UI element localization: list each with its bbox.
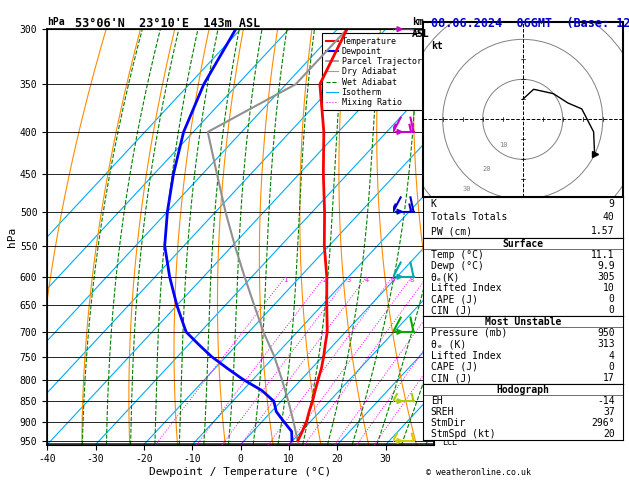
Text: 4: 4 xyxy=(609,350,615,361)
Text: Lifted Index: Lifted Index xyxy=(431,283,501,293)
Text: Surface: Surface xyxy=(502,239,543,249)
Text: 0: 0 xyxy=(609,294,615,304)
Text: θₑ(K): θₑ(K) xyxy=(431,272,460,282)
Text: 10: 10 xyxy=(499,142,507,148)
Text: 10: 10 xyxy=(603,283,615,293)
Text: 950: 950 xyxy=(597,328,615,338)
X-axis label: Dewpoint / Temperature (°C): Dewpoint / Temperature (°C) xyxy=(150,467,331,477)
Y-axis label: hPa: hPa xyxy=(7,227,17,247)
Text: 296°: 296° xyxy=(591,418,615,428)
Text: kt: kt xyxy=(431,41,442,52)
Text: 9: 9 xyxy=(609,199,615,208)
Text: 1.57: 1.57 xyxy=(591,226,615,236)
Text: 6: 6 xyxy=(391,277,395,283)
Text: 30: 30 xyxy=(463,186,471,192)
Text: θₑ (K): θₑ (K) xyxy=(431,339,466,349)
Text: CAPE (J): CAPE (J) xyxy=(431,294,477,304)
Text: © weatheronline.co.uk: © weatheronline.co.uk xyxy=(426,468,531,477)
Text: Hodograph: Hodograph xyxy=(496,384,549,395)
Text: Temp (°C): Temp (°C) xyxy=(431,250,484,260)
Text: StmDir: StmDir xyxy=(431,418,466,428)
Text: 1: 1 xyxy=(283,277,287,283)
Text: StmSpd (kt): StmSpd (kt) xyxy=(431,429,495,439)
Text: CIN (J): CIN (J) xyxy=(431,373,472,383)
Text: 3: 3 xyxy=(347,277,351,283)
Text: 0: 0 xyxy=(609,362,615,372)
Text: EH: EH xyxy=(431,396,442,406)
Text: K: K xyxy=(431,199,437,208)
Text: LCL: LCL xyxy=(442,438,457,447)
Text: PW (cm): PW (cm) xyxy=(431,226,472,236)
Text: 10: 10 xyxy=(423,277,431,283)
Text: 305: 305 xyxy=(597,272,615,282)
Text: 20: 20 xyxy=(482,166,491,173)
Text: Dewp (°C): Dewp (°C) xyxy=(431,261,484,271)
Text: CIN (J): CIN (J) xyxy=(431,305,472,315)
Text: 313: 313 xyxy=(597,339,615,349)
Text: 17: 17 xyxy=(603,373,615,383)
Text: Lifted Index: Lifted Index xyxy=(431,350,501,361)
Text: km
ASL: km ASL xyxy=(412,17,430,38)
Text: 20: 20 xyxy=(603,429,615,439)
Text: 8: 8 xyxy=(409,277,414,283)
Text: -14: -14 xyxy=(597,396,615,406)
Text: 4: 4 xyxy=(364,277,369,283)
Text: SREH: SREH xyxy=(431,407,454,417)
Text: Most Unstable: Most Unstable xyxy=(484,316,561,327)
Text: 40: 40 xyxy=(603,212,615,223)
Text: 9.9: 9.9 xyxy=(597,261,615,271)
Text: 53°06'N  23°10'E  143m ASL: 53°06'N 23°10'E 143m ASL xyxy=(75,17,261,30)
Text: hPa: hPa xyxy=(47,17,65,27)
Text: 0: 0 xyxy=(609,305,615,315)
Text: Totals Totals: Totals Totals xyxy=(431,212,507,223)
Legend: Temperature, Dewpoint, Parcel Trajectory, Dry Adiabat, Wet Adiabat, Isotherm, Mi: Temperature, Dewpoint, Parcel Trajectory… xyxy=(322,34,430,110)
Text: CAPE (J): CAPE (J) xyxy=(431,362,477,372)
Text: 11.1: 11.1 xyxy=(591,250,615,260)
Text: 2: 2 xyxy=(323,277,326,283)
Text: 08.06.2024  06GMT  (Base: 12): 08.06.2024 06GMT (Base: 12) xyxy=(431,17,629,30)
Text: 37: 37 xyxy=(603,407,615,417)
Text: Pressure (mb): Pressure (mb) xyxy=(431,328,507,338)
